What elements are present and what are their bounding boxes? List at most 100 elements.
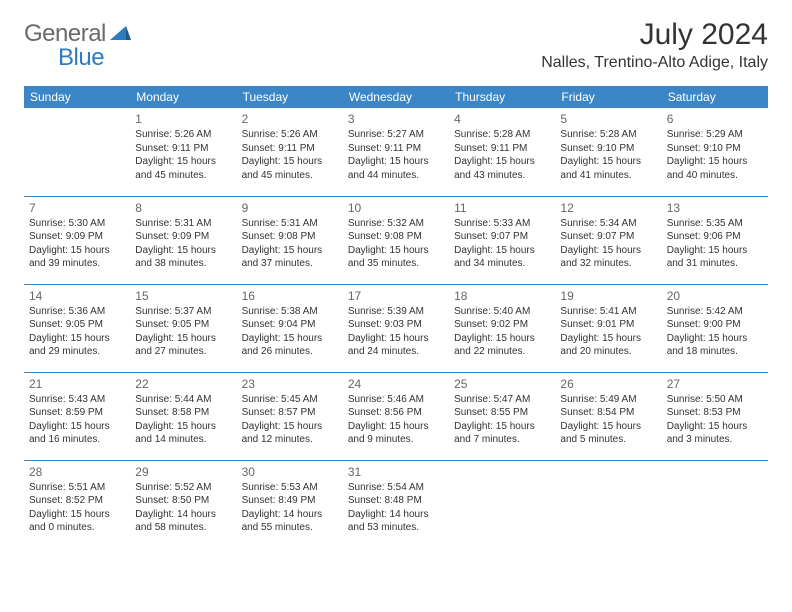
day-number: 30 <box>242 464 338 480</box>
calendar-body: 1Sunrise: 5:26 AMSunset: 9:11 PMDaylight… <box>24 108 768 548</box>
daylight-line: Daylight: 15 hours and 3 minutes. <box>667 420 763 447</box>
sunset-line: Sunset: 9:08 PM <box>242 230 338 244</box>
logo-triangle-icon <box>110 23 132 46</box>
daylight-line: Daylight: 15 hours and 45 minutes. <box>135 155 231 182</box>
daylight-line: Daylight: 14 hours and 53 minutes. <box>348 508 444 535</box>
calendar-cell: 15Sunrise: 5:37 AMSunset: 9:05 PMDayligh… <box>130 284 236 372</box>
col-saturday: Saturday <box>662 86 768 108</box>
month-title: July 2024 <box>541 18 768 52</box>
calendar-row: 21Sunrise: 5:43 AMSunset: 8:59 PM Dayligh… <box>24 372 768 460</box>
sunrise-line: Sunrise: 5:29 AM <box>667 128 763 142</box>
calendar-cell: 10Sunrise: 5:32 AMSunset: 9:08 PMDayligh… <box>343 196 449 284</box>
sunrise-line: Sunrise: 5:33 AM <box>454 217 550 231</box>
daylight-line: Daylight: 15 hours and 26 minutes. <box>242 332 338 359</box>
calendar-cell: 1Sunrise: 5:26 AMSunset: 9:11 PMDaylight… <box>130 108 236 196</box>
calendar-cell: 7Sunrise: 5:30 AMSunset: 9:09 PMDaylight… <box>24 196 130 284</box>
calendar-row: 1Sunrise: 5:26 AMSunset: 9:11 PMDaylight… <box>24 108 768 196</box>
calendar-cell: 24Sunrise: 5:46 AMSunset: 8:56 PMDayligh… <box>343 372 449 460</box>
title-block: July 2024 Nalles, Trentino-Alto Adige, I… <box>541 18 768 72</box>
sunrise-line: Sunrise: 5:53 AM <box>242 481 338 495</box>
daylight-line: Daylight: 15 hours and 43 minutes. <box>454 155 550 182</box>
sunset-line: Sunset: 9:08 PM <box>348 230 444 244</box>
daylight-line: Daylight: 15 hours and 0 minutes. <box>29 508 125 535</box>
calendar-cell: 27Sunrise: 5:50 AMSunset: 8:53 PMDayligh… <box>662 372 768 460</box>
sunrise-line: Sunrise: 5:41 AM <box>560 305 656 319</box>
sunset-line: Sunset: 8:56 PM <box>348 406 444 420</box>
sunset-line: Sunset: 9:10 PM <box>560 142 656 156</box>
sunset-line: Sunset: 8:53 PM <box>667 406 763 420</box>
daylight-line: Daylight: 15 hours and 35 minutes. <box>348 244 444 271</box>
sunrise-line: Sunrise: 5:32 AM <box>348 217 444 231</box>
sunset-line: Sunset: 9:01 PM <box>560 318 656 332</box>
day-number: 20 <box>667 288 763 304</box>
calendar-cell: 2Sunrise: 5:26 AMSunset: 9:11 PMDaylight… <box>237 108 343 196</box>
sunrise-line: Sunrise: 5:52 AM <box>135 481 231 495</box>
sunset-line: Sunset: 9:06 PM <box>667 230 763 244</box>
sunset-line: Sunset: 8:50 PM <box>135 494 231 508</box>
col-tuesday: Tuesday <box>237 86 343 108</box>
sunset-line: Sunset: 9:00 PM <box>667 318 763 332</box>
daylight-line: Daylight: 15 hours and 40 minutes. <box>667 155 763 182</box>
day-number: 31 <box>348 464 444 480</box>
day-number: 25 <box>454 376 550 392</box>
calendar-cell: 5Sunrise: 5:28 AMSunset: 9:10 PMDaylight… <box>555 108 661 196</box>
daylight-line: Daylight: 15 hours and 18 minutes. <box>667 332 763 359</box>
sunrise-line: Sunrise: 5:31 AM <box>135 217 231 231</box>
calendar-cell: 12Sunrise: 5:34 AMSunset: 9:07 PMDayligh… <box>555 196 661 284</box>
col-wednesday: Wednesday <box>343 86 449 108</box>
sunrise-line: Sunrise: 5:51 AM <box>29 481 125 495</box>
day-number: 5 <box>560 111 656 127</box>
day-number: 22 <box>135 376 231 392</box>
calendar-cell: 30Sunrise: 5:53 AMSunset: 8:49 PMDayligh… <box>237 460 343 548</box>
daylight-line: Daylight: 15 hours and 39 minutes. <box>29 244 125 271</box>
sunset-line: Sunset: 9:09 PM <box>29 230 125 244</box>
sunset-line: Sunset: 9:11 PM <box>135 142 231 156</box>
sunset-line: Sunset: 8:59 PM <box>29 406 125 420</box>
daylight-line: Daylight: 15 hours and 38 minutes. <box>135 244 231 271</box>
sunset-line: Sunset: 9:07 PM <box>560 230 656 244</box>
daylight-line: Daylight: 15 hours and 32 minutes. <box>560 244 656 271</box>
sunrise-line: Sunrise: 5:43 AM <box>29 393 125 407</box>
calendar-cell: 23Sunrise: 5:45 AMSunset: 8:57 PMDayligh… <box>237 372 343 460</box>
sunrise-line: Sunrise: 5:46 AM <box>348 393 444 407</box>
sunrise-line: Sunrise: 5:26 AM <box>242 128 338 142</box>
sunset-line: Sunset: 9:11 PM <box>454 142 550 156</box>
sunset-line: Sunset: 9:07 PM <box>454 230 550 244</box>
sunrise-line: Sunrise: 5:47 AM <box>454 393 550 407</box>
day-number: 2 <box>242 111 338 127</box>
calendar-cell: 13Sunrise: 5:35 AMSunset: 9:06 PMDayligh… <box>662 196 768 284</box>
day-number: 28 <box>29 464 125 480</box>
day-number: 9 <box>242 200 338 216</box>
calendar-cell: 3Sunrise: 5:27 AMSunset: 9:11 PMDaylight… <box>343 108 449 196</box>
calendar-cell: 11Sunrise: 5:33 AMSunset: 9:07 PMDayligh… <box>449 196 555 284</box>
daylight-line: Daylight: 15 hours and 22 minutes. <box>454 332 550 359</box>
day-number: 21 <box>29 376 125 392</box>
sunrise-line: Sunrise: 5:36 AM <box>29 305 125 319</box>
daylight-line: Daylight: 15 hours and 14 minutes. <box>135 420 231 447</box>
daylight-line: Daylight: 15 hours and 34 minutes. <box>454 244 550 271</box>
day-number: 26 <box>560 376 656 392</box>
sunset-line: Sunset: 8:55 PM <box>454 406 550 420</box>
location: Nalles, Trentino-Alto Adige, Italy <box>541 54 768 72</box>
sunrise-line: Sunrise: 5:45 AM <box>242 393 338 407</box>
sunrise-line: Sunrise: 5:31 AM <box>242 217 338 231</box>
day-number: 12 <box>560 200 656 216</box>
sunset-line: Sunset: 8:57 PM <box>242 406 338 420</box>
daylight-line: Daylight: 15 hours and 24 minutes. <box>348 332 444 359</box>
sunrise-line: Sunrise: 5:30 AM <box>29 217 125 231</box>
day-number: 13 <box>667 200 763 216</box>
day-number: 27 <box>667 376 763 392</box>
sunrise-line: Sunrise: 5:35 AM <box>667 217 763 231</box>
sunrise-line: Sunrise: 5:49 AM <box>560 393 656 407</box>
col-monday: Monday <box>130 86 236 108</box>
calendar-cell: 17Sunrise: 5:39 AMSunset: 9:03 PMDayligh… <box>343 284 449 372</box>
day-number: 23 <box>242 376 338 392</box>
calendar-cell: 14Sunrise: 5:36 AMSunset: 9:05 PMDayligh… <box>24 284 130 372</box>
sunrise-line: Sunrise: 5:37 AM <box>135 305 231 319</box>
daylight-line: Daylight: 15 hours and 41 minutes. <box>560 155 656 182</box>
sunset-line: Sunset: 8:49 PM <box>242 494 338 508</box>
calendar-cell: 9Sunrise: 5:31 AMSunset: 9:08 PMDaylight… <box>237 196 343 284</box>
daylight-line: Daylight: 15 hours and 44 minutes. <box>348 155 444 182</box>
sunrise-line: Sunrise: 5:39 AM <box>348 305 444 319</box>
sunset-line: Sunset: 9:05 PM <box>29 318 125 332</box>
